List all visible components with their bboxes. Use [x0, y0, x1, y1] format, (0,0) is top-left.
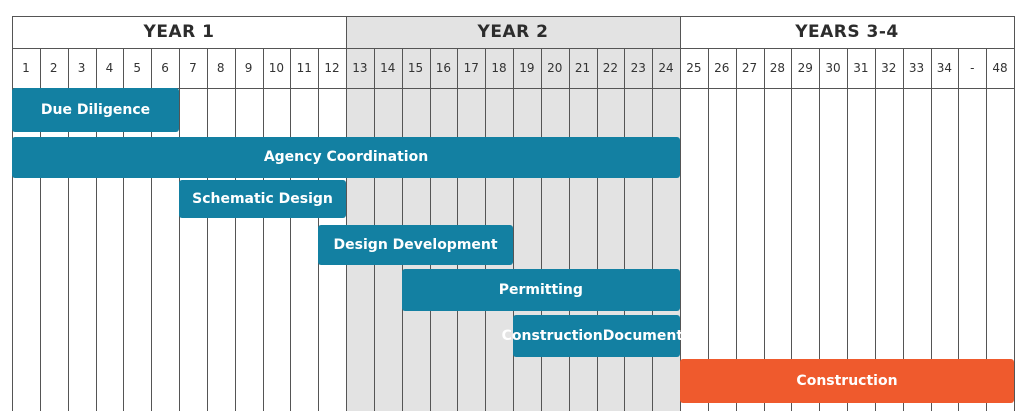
task-label: Design Development — [333, 236, 498, 253]
task-label: Agency Coordination — [263, 149, 429, 165]
grid-line-30 — [847, 48, 848, 411]
task-bar-2: Agency Coordination — [12, 137, 680, 178]
grid-line-32 — [903, 48, 904, 411]
month-label-9: 9 — [244, 61, 253, 75]
month-label-11: 11 — [296, 61, 312, 75]
month-label-34: 34 — [936, 61, 953, 75]
month-label-13: 13 — [352, 61, 368, 75]
month-label-30: 30 — [825, 61, 841, 75]
task-bar-1: Due Diligence — [12, 88, 179, 132]
grid-line-33 — [931, 48, 932, 411]
grid-line-20 — [569, 48, 570, 411]
task-label: Due Diligence — [40, 101, 151, 118]
month-label-2: 2 — [49, 61, 58, 75]
month-label-33: 33 — [908, 61, 925, 75]
grid-line-21 — [597, 48, 598, 411]
month-label-7: 7 — [189, 61, 197, 75]
grid-line-2 — [68, 48, 69, 411]
year-header-3: YEARS 3-4 — [795, 22, 899, 42]
grid-line-12 — [346, 16, 347, 411]
grid-line-7 — [207, 48, 208, 411]
month-label-20: 20 — [547, 61, 563, 75]
task-bar-7: Construction — [680, 359, 1014, 403]
header-rule-3 — [12, 88, 1014, 89]
grid-line-3 — [96, 48, 97, 411]
task-label: Permitting — [498, 281, 583, 298]
month-label-21: 21 — [574, 61, 591, 75]
grid-line-34 — [958, 48, 959, 411]
grid-line-24 — [680, 16, 681, 411]
month-label-27: 27 — [741, 61, 758, 75]
header-rule-2 — [12, 48, 1014, 49]
grid-line-0 — [12, 16, 13, 411]
grid-line-8 — [235, 48, 236, 411]
grid-line-9 — [263, 48, 264, 411]
grid-line-25 — [708, 48, 709, 411]
grid-line-35 — [986, 48, 987, 411]
grid-line-36 — [1014, 16, 1015, 411]
task-bar-5: Permitting — [401, 269, 680, 311]
month-label-24: 24 — [658, 61, 674, 75]
grid-line-31 — [875, 48, 876, 411]
month-label-31: 31 — [853, 61, 869, 75]
month-label-16: 16 — [435, 61, 452, 75]
month-label-18: 18 — [491, 61, 507, 75]
month-label-6: 6 — [161, 61, 169, 75]
year-header-2: YEAR 2 — [477, 22, 549, 42]
month-label-28: 28 — [769, 61, 786, 75]
grid-line-28 — [791, 48, 792, 411]
grid-line-26 — [736, 48, 737, 411]
month-label-23: 23 — [630, 61, 646, 75]
grid-line-5 — [151, 48, 152, 411]
task-bar-3: Schematic Design — [179, 180, 346, 218]
grid-line-22 — [624, 48, 625, 411]
month-label-29: 29 — [797, 61, 813, 75]
month-label-3: 3 — [77, 61, 86, 75]
month-label-5: 5 — [133, 61, 142, 75]
month-label-1: 1 — [22, 61, 30, 75]
month-label-35: - — [970, 61, 975, 75]
month-label-17: 17 — [463, 61, 479, 75]
month-label-36: 48 — [992, 61, 1008, 75]
grid-line-27 — [764, 48, 765, 411]
month-label-10: 10 — [268, 61, 285, 75]
grid-line-18 — [513, 48, 514, 411]
grid-line-1 — [40, 48, 41, 411]
month-label-26: 26 — [714, 61, 730, 75]
month-label-19: 19 — [519, 61, 535, 75]
task-label: Construction — [501, 327, 603, 344]
month-label-22: 22 — [602, 61, 619, 75]
task-label: Schematic Design — [192, 190, 333, 207]
task-label: Documents — [602, 327, 692, 344]
month-label-14: 14 — [380, 61, 396, 75]
grid-line-29 — [819, 48, 820, 411]
month-label-4: 4 — [105, 61, 114, 75]
grid-line-10 — [290, 48, 291, 411]
task-bar-6: Construction Documents — [502, 315, 691, 357]
month-label-8: 8 — [216, 61, 225, 75]
year-header-1: YEAR 1 — [143, 22, 215, 42]
grid-line-19 — [541, 48, 542, 411]
month-label-32: 32 — [881, 61, 897, 75]
grid-line-4 — [123, 48, 124, 411]
footnote-cropped — [30, 403, 1020, 411]
task-label: Construction — [796, 372, 898, 389]
grid-line-6 — [179, 48, 180, 411]
task-bar-4: Design Development — [318, 225, 513, 265]
month-label-15: 15 — [407, 61, 424, 75]
grid-line-23 — [652, 48, 653, 411]
month-label-25: 25 — [686, 61, 702, 75]
month-label-12: 12 — [324, 61, 340, 75]
header-rule-1 — [12, 16, 1014, 17]
